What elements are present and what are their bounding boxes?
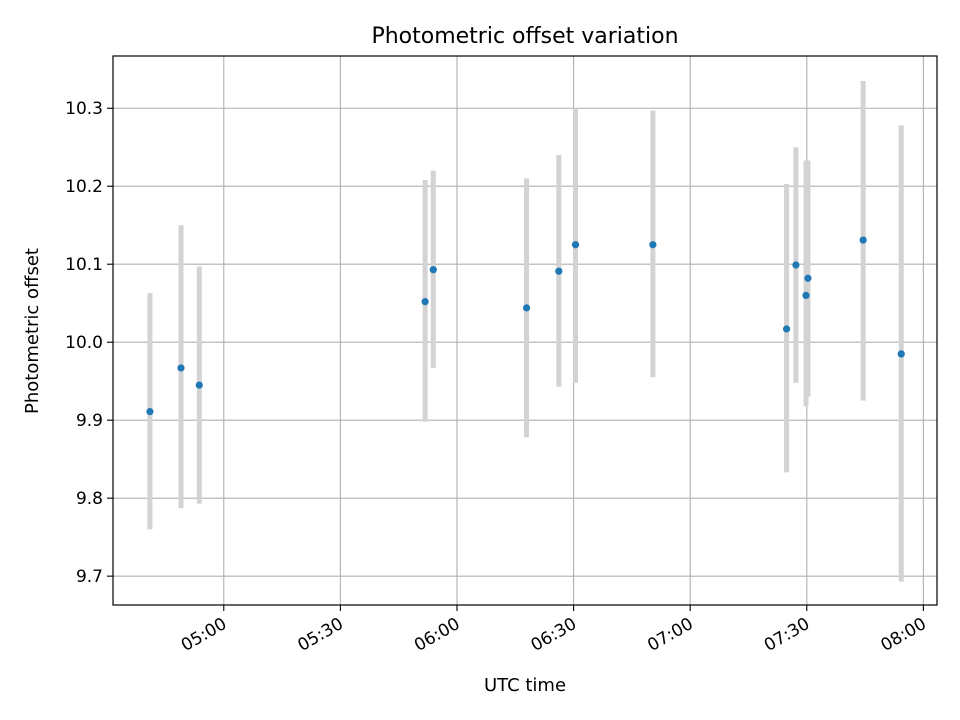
y-axis-label: Photometric offset — [22, 248, 43, 414]
data-point — [429, 266, 437, 274]
plot-frame — [112, 55, 938, 606]
data-point — [571, 241, 580, 249]
y-axis-ticks: 9.7 9.8 9.9 10.0 10.1 10.2 10.3 — [65, 99, 113, 587]
data-point — [177, 364, 185, 372]
x-axis-label: UTC time — [484, 675, 566, 696]
data-point — [522, 304, 531, 312]
data-point — [804, 274, 812, 282]
data-points — [146, 236, 905, 416]
y-tick-label: 10.3 — [65, 99, 103, 119]
y-tick-label: 10.1 — [65, 255, 103, 275]
data-point — [897, 350, 905, 358]
data-point — [792, 261, 800, 269]
chart-title: Photometric offset variation — [371, 24, 678, 49]
y-tick-label: 9.8 — [76, 489, 103, 509]
y-tick-label: 10.2 — [65, 177, 103, 197]
data-point — [146, 408, 154, 416]
data-point — [195, 381, 203, 389]
y-tick-label: 10.0 — [65, 333, 103, 353]
data-point — [555, 267, 563, 275]
data-point — [859, 236, 867, 244]
y-tick-label: 9.7 — [76, 567, 103, 587]
y-tick-label: 9.9 — [76, 411, 103, 431]
data-point — [421, 298, 429, 306]
data-point — [802, 291, 810, 300]
data-point — [649, 241, 657, 249]
data-point — [782, 325, 791, 333]
